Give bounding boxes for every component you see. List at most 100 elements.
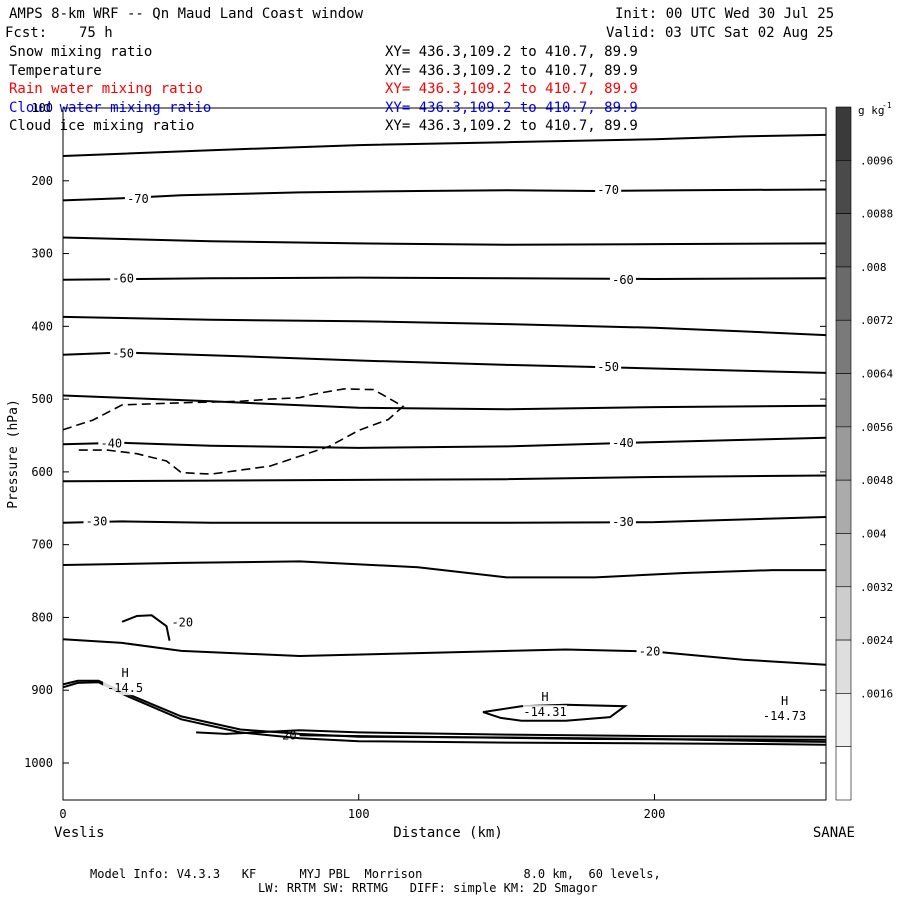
x-end-label: SANAE [813,825,855,841]
isotherm-label-bg [609,514,636,530]
high-value: -14.73 [763,709,806,723]
colorbar-segment [835,533,852,588]
high-value-bg [103,681,148,696]
isotherm-label-bg [169,614,196,630]
colorbar-level-label: .0024 [860,634,893,647]
field-name: Temperature [9,62,102,79]
isotherm-label: -30 [612,515,634,529]
colorbar-segment [835,693,852,747]
field-xy: XY= 436.3,109.2 to 410.7, 89.9 [385,81,638,97]
isotherm-line [62,436,827,449]
x-tick-label: 100 [348,807,370,821]
colorbar-level-label: .0088 [860,208,893,221]
isotherm-line [121,614,171,641]
isotherm-line [62,474,827,483]
colorbar-segment [835,106,852,161]
near-surface-contour [196,729,827,738]
y-tick-label: 600 [31,465,53,479]
isotherm-label: -20 [639,645,661,659]
model-info-line-1: Model Info: V4.3.3 KF MYJ PBL Morrison 8… [90,867,661,881]
colorbar-segment [835,479,852,534]
high-value-bg [762,708,807,723]
valid-time: Valid: 03 UTC Sat 02 Aug 25 [606,25,834,41]
high-value: -14.5 [107,681,143,695]
isotherm-label-bg [609,271,636,287]
isotherm-line [62,188,827,202]
colorbar-unit-exponent: -1 [882,101,892,110]
y-tick-label: 800 [31,610,53,624]
isotherm-label-bg [124,190,151,206]
plot-frame [62,107,827,801]
y-tick-label: 500 [31,392,53,406]
colorbar-level-label: .0056 [860,421,893,434]
colorbar-level-label: .0064 [860,368,893,381]
y-tick-label: 400 [31,319,53,333]
isotherm-label-bg [110,270,137,286]
isotherm-label: -70 [127,192,149,206]
isotherm-label-bg [636,643,663,659]
field-xy: XY= 436.3,109.2 to 410.7, 89.9 [385,44,638,60]
isotherm-line [62,133,827,157]
y-tick-label: 200 [31,174,53,188]
y-tick-label: 700 [31,538,53,552]
terrain-line [62,681,827,746]
colorbar-segment [835,426,852,481]
colorbar-segment [835,373,852,428]
x-axis-label: Distance (km) [393,825,503,841]
isotherm-label: -70 [597,183,619,197]
colorbar-level-label: .0032 [860,581,893,594]
colorbar-segment [835,639,852,694]
colorbar-unit: g kg [858,104,885,117]
field-xy: XY= 436.3,109.2 to 410.7, 89.9 [385,62,638,79]
y-tick-label: 300 [31,247,53,261]
colorbar-level-label: .0048 [860,474,893,487]
isotherm-label: -40 [612,436,634,450]
colorbar-segment [835,586,852,641]
isotherm-line [62,276,827,281]
field-xy: XY= 436.3,109.2 to 410.7, 89.9 [385,118,638,134]
x-start-label: Veslis [54,825,105,841]
isotherm-label-bg [609,434,636,450]
isotherm-label: -40 [100,437,122,451]
isotherm-label: -30 [86,514,108,528]
high-value: -14.31 [523,705,566,719]
colorbar-segment [835,266,852,321]
isotherm-label-bg [595,182,622,198]
colorbar-segment [835,160,852,214]
isotherm-line [62,394,827,411]
field-name: Cloud ice mixing ratio [9,118,195,134]
isotherm-label: -50 [112,346,134,360]
y-axis-label: Pressure (hPa) [6,399,21,509]
isotherm-line [62,236,827,246]
colorbar-level-label: .004 [860,527,887,540]
field-name: Rain water mixing ratio [9,81,203,97]
colorbar-level-label: .0096 [860,154,893,167]
isotherm-line [62,516,827,524]
x-tick-label: 0 [59,807,66,821]
terrain-inner-line [62,679,827,743]
colorbar-level-label: .008 [860,261,887,274]
colorbar-segment [835,213,852,268]
high-value-bg [523,705,568,720]
isotherm-label-bg [595,359,622,375]
colorbar-segment [835,746,852,801]
high-marker: H [541,690,548,704]
colorbar-level-label: .0016 [860,687,893,700]
high-marker: H [781,694,788,708]
isotherm-label: -20 [171,616,193,630]
model-info-line-2: LW: RRTM SW: RRTMG DIFF: simple KM: 2D S… [258,881,598,895]
isotherm-label-bg [83,513,110,529]
isotherm-label-bg [110,345,137,361]
field-name: Snow mixing ratio [9,44,153,60]
y-tick-label: 100 [31,101,53,115]
isotherm-line [62,638,827,666]
colorbar-level-label: .0072 [860,314,893,327]
isotherm-label: -60 [112,271,134,285]
isotherm-label: -50 [597,360,619,374]
isotherm-label-bg [98,435,125,451]
forecast-label: Fcst: [5,25,48,41]
x-tick-label: 200 [644,807,666,821]
colorbar-segment [835,319,852,374]
forecast-hours: 75 h [79,25,113,41]
